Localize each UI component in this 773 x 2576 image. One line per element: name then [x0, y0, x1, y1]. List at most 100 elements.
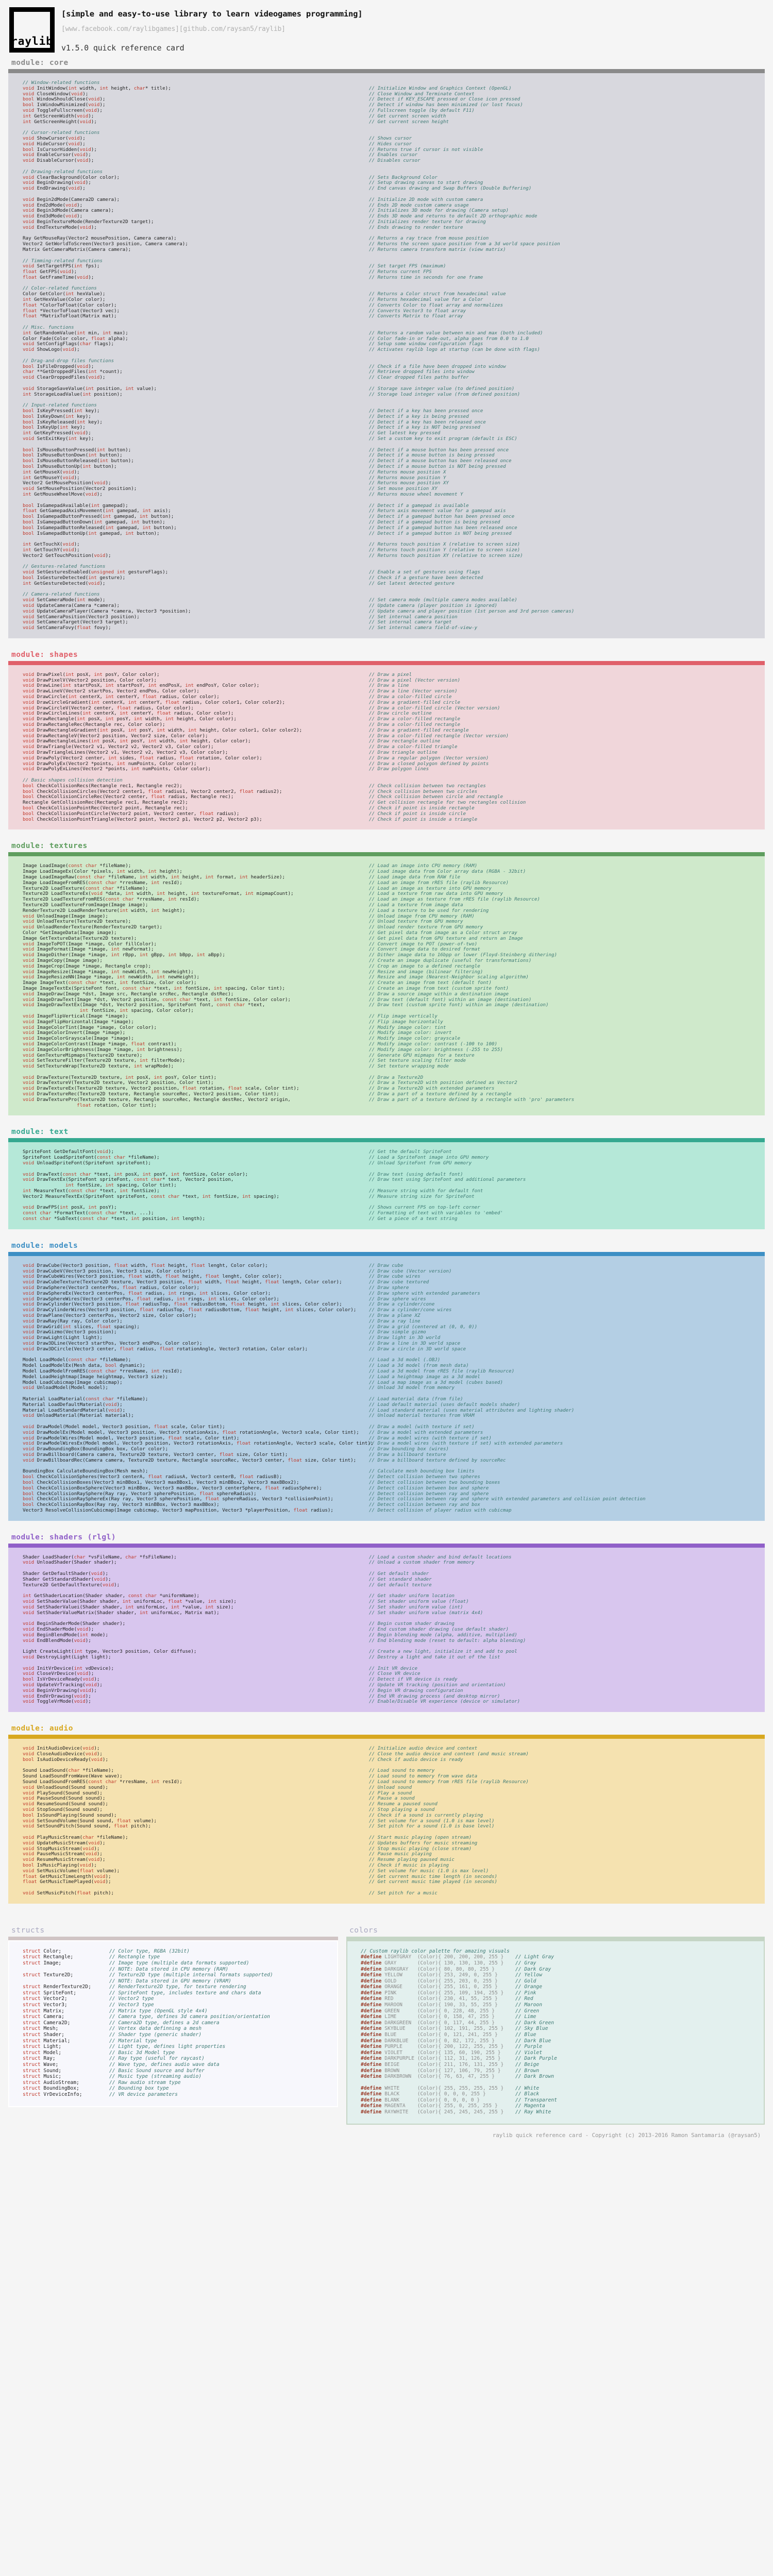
- function-comment: // Enable/Disable VR experience (device …: [369, 1699, 520, 1705]
- code-line: void SetCameraPosition(Vector3 position)…: [8, 614, 765, 620]
- code-line: bool IsGamepadButtonReleased(int gamepad…: [8, 525, 765, 531]
- color-define-line: #define BLACK (Color){ 0, 0, 0, 255 } // …: [347, 2091, 764, 2097]
- function-signature: bool IsMouseButtonReleased(int button);: [23, 458, 134, 464]
- color-label: // Orange: [515, 1984, 542, 1990]
- code-line: void SetCameraMode(int mode); // Set came…: [8, 597, 765, 603]
- function-signature: void SetShaderValuei(Shader shader, int …: [23, 1604, 234, 1610]
- module-title-audio: module: audio: [11, 1724, 73, 1733]
- function-comment: // Get pixel data from GPU texture and r…: [369, 935, 523, 941]
- code-line: void ImageColorGrayscale(Image *image); /…: [8, 1036, 765, 1042]
- code-line: Model LoadCubicmap(Image cubicmap); // Lo…: [8, 1380, 765, 1386]
- function-signature: float GetGamepadAxisMovement(int gamepad…: [23, 508, 171, 514]
- code-line: bool IsMusicPlaying(void); // Check if mu…: [8, 1862, 765, 1869]
- color-define-line: #define MAGENTA (Color){ 255, 0, 255, 25…: [347, 2103, 764, 2109]
- color-define: #define BLANK (Color){ 0, 0, 0, 0 }: [361, 2097, 480, 2103]
- code-line: void SetTargetFPS(int fps); // Set target…: [8, 263, 765, 269]
- color-label: // Black: [515, 2091, 540, 2097]
- struct-comment: // Light type, defines light properties: [109, 2044, 226, 2050]
- function-signature: void DrawRay(Ray ray, Color color);: [23, 1318, 123, 1324]
- function-comment: // Modify image color: invert: [369, 1030, 452, 1036]
- struct-line: struct Camera; // Camera type, defines 3d…: [9, 2014, 337, 2020]
- function-signature: void EndShaderMode(void);: [23, 1626, 94, 1633]
- code-line: float *ColorToFloat(Color color); // Conv…: [8, 302, 765, 309]
- code-line: void Draw3DCircle(Vector3 center, float …: [8, 1346, 765, 1352]
- header-links[interactable]: [www.facebook.com/raylibgames][github.co…: [61, 25, 285, 33]
- function-comment: // Measure string size for SpriteFont: [369, 1193, 475, 1199]
- code-line: void DrawPoly(Vector2 center, int sides,…: [8, 755, 765, 761]
- code-line: void SetGesturesEnabled(unsigned int ges…: [8, 569, 765, 575]
- function-signature: int MeasureText(const char *text, int fo…: [23, 1188, 160, 1194]
- code-line: void DrawModelWiresEx(Model model, Vecto…: [8, 1440, 765, 1447]
- code-line: int StorageLoadValue(int position); // St…: [8, 392, 765, 398]
- function-comment: // Returns a random value between min an…: [369, 330, 543, 336]
- function-signature: int GetTouchX(void);: [23, 541, 80, 548]
- code-line: void ImageColorInvert(Image *image); // M…: [8, 1030, 765, 1036]
- function-signature: void InitAudioDevice(void);: [23, 1745, 100, 1752]
- function-comment: // Draw sphere with extended parameters: [369, 1290, 480, 1296]
- function-comment: // Set camera mode (multiple camera mode…: [369, 597, 517, 603]
- struct-comment: // NOTE: Data stored in GPU memory (VRAM…: [109, 1978, 231, 1984]
- function-signature: void DrawRectangleV(Vector2 position, Ve…: [23, 733, 208, 739]
- function-signature: void EndVrDrawing(void);: [23, 1693, 91, 1699]
- function-signature: bool IsGamepadButtonUp(int gamepad, int …: [23, 530, 160, 536]
- function-signature: void UnloadRenderTexture(RenderTexture2D…: [23, 924, 163, 930]
- code-line: Shader GetDefaultShader(void); // Get def…: [8, 1571, 765, 1577]
- function-comment: // Draw text (custom sprite font) within…: [369, 1002, 549, 1008]
- function-signature: void SetShaderValue(Shader shader, int u…: [23, 1599, 237, 1605]
- struct-name: struct BoundingBox;: [23, 2086, 79, 2092]
- function-comment: // Detect if a mouse button is NOT being…: [369, 463, 506, 469]
- code-line: void DrawGrid(int slices, float spacing)…: [8, 1324, 765, 1330]
- code-line: Texture2D LoadTextureFromImage(Image ima…: [8, 902, 765, 908]
- function-signature: const char *FormatText(const char *text,…: [23, 1210, 154, 1216]
- function-signature: Image LoadImageFromRES(const char *rresN…: [23, 879, 182, 886]
- code-line: float *VectorToFloat(Vector3 vec); // Con…: [8, 308, 765, 314]
- function-signature: void DrawModelWiresEx(Model model, Vecto…: [23, 1440, 374, 1447]
- function-comment: // Draw a model with extended parameters: [369, 1429, 483, 1435]
- function-signature: bool CheckCollisionRayBox(Ray ray, Vecto…: [23, 1502, 220, 1508]
- struct-comment: // Vector2 type: [109, 1996, 154, 2002]
- code-line: Material LoadMaterial(const char *fileNa…: [8, 1396, 765, 1402]
- function-signature: int GetRandomValue(int min, int max);: [23, 330, 128, 336]
- function-signature: void CloseWindow(void);: [23, 91, 89, 97]
- code-line: void UnloadRenderTexture(RenderTexture2D…: [8, 924, 765, 930]
- function-comment: // Initialize Window and Graphics Contex…: [369, 85, 512, 91]
- function-comment: // Draw a billboard texture: [369, 1451, 446, 1458]
- function-comment: // Set a custom key to exit program (def…: [369, 436, 517, 442]
- function-signature: void UpdateVrTracking(void);: [23, 1682, 103, 1688]
- function-signature: void SetMusicVolume(float volume);: [23, 1868, 120, 1874]
- function-comment: // Detect collision of player radius wit…: [369, 1507, 512, 1513]
- code-line: bool IsMouseButtonReleased(int button); /…: [8, 458, 765, 464]
- code-line: void DrawPixelV(Vector2 position, Color …: [8, 677, 765, 684]
- function-comment: // Check if a gesture have been detected: [369, 574, 483, 581]
- function-comment: // Set volume for a sound (1.0 is max le…: [369, 1818, 495, 1824]
- function-comment: // Flip image horizontally: [369, 1019, 443, 1025]
- code-line: void ClearDroppedFiles(void); // Clear dr…: [8, 375, 765, 381]
- function-signature: SpriteFont LoadSpriteFont(const char *fi…: [23, 1155, 160, 1161]
- color-define-line: #define ORANGE (Color){ 255, 161, 0, 255…: [347, 1984, 764, 1990]
- function-comment: // Ends 3D mode and returns to default 2…: [369, 213, 537, 219]
- function-signature: void UnloadMaterial(Material material);: [23, 1413, 134, 1419]
- color-label: // Gray: [515, 1960, 536, 1966]
- function-comment: // Formatting of text with variables to …: [369, 1210, 503, 1216]
- code-line: Image LoadImageEx(Color *pixels, int wid…: [8, 869, 765, 875]
- code-line: void ImageFlipVertical(Image *image); // …: [8, 1013, 765, 1020]
- code-line: int MeasureText(const char *text, int fo…: [8, 1188, 765, 1194]
- struct-name: struct Image;: [23, 1960, 62, 1966]
- function-signature: bool CheckCollisionCircleRec(Vector2 cen…: [23, 794, 234, 800]
- function-signature: void ImageColorInvert(Image *image);: [23, 1030, 126, 1036]
- function-comment: // Load a texture from raw data into GPU…: [369, 891, 503, 897]
- function-signature: bool IsMouseButtonUp(int button);: [23, 463, 117, 469]
- function-signature: void ImageFlipVertical(Image *image);: [23, 1013, 128, 1019]
- function-signature: void ImageResize(Image *image, int newWi…: [23, 969, 194, 975]
- color-label: // Beige: [515, 2062, 540, 2067]
- function-comment: // Modify image color: contrast (-100 to…: [369, 1041, 497, 1047]
- function-comment: // Detect if window has been minimized (…: [369, 102, 523, 108]
- function-comment: // Unload material textures from VRAM: [369, 1413, 475, 1419]
- function-comment: // Detect collision between box and sphe…: [369, 1485, 489, 1491]
- module-spacer: [0, 1115, 773, 1125]
- code-spacer: [8, 319, 765, 325]
- function-signature: void EndDrawing(void);: [23, 185, 86, 192]
- code-line: void UpdateVrTracking(void); // Update VR…: [8, 1682, 765, 1688]
- code-line: void DrawRay(Ray ray, Color color); // Dr…: [8, 1318, 765, 1325]
- struct-line: struct Vector3; // Vector3 type: [9, 2002, 337, 2008]
